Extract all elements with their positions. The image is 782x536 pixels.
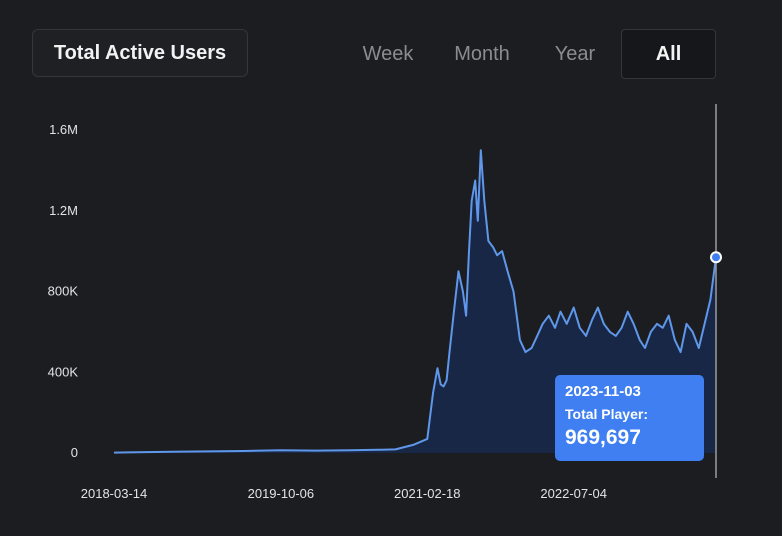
tab-month[interactable]: Month — [454, 42, 510, 65]
x-tick-label: 2018-03-14 — [81, 486, 148, 501]
chart-title: Total Active Users — [53, 41, 227, 64]
tab-week[interactable]: Week — [362, 42, 414, 65]
y-tick-label: 0 — [71, 445, 78, 460]
x-tick-label: 2021-02-18 — [394, 486, 461, 501]
tab-all[interactable]: All — [621, 29, 716, 79]
x-tick-label: 2019-10-06 — [248, 486, 315, 501]
y-tick-label: 400K — [48, 364, 79, 379]
tooltip-date: 2023-11-03 — [565, 383, 641, 400]
hover-point — [710, 251, 722, 264]
x-tick-label: 2022-07-04 — [540, 486, 607, 501]
series-line — [113, 149, 717, 454]
y-axis: 0 400K 800K 1.2M 1.6M — [48, 122, 79, 460]
hover-tooltip: 2023-11-03 Total Player: 969,697 — [555, 375, 704, 461]
x-axis: 2018-03-14 2019-10-06 2021-02-18 2022-07-04 — [81, 486, 607, 501]
chart-title-card: Total Active Users — [32, 29, 248, 77]
tab-year[interactable]: Year — [554, 42, 596, 65]
y-tick-label: 1.6M — [49, 122, 78, 137]
y-tick-label: 800K — [48, 284, 79, 299]
y-tick-label: 1.2M — [49, 203, 78, 218]
tooltip-label: Total Player: — [565, 406, 648, 422]
tooltip-value: 969,697 — [565, 426, 641, 449]
